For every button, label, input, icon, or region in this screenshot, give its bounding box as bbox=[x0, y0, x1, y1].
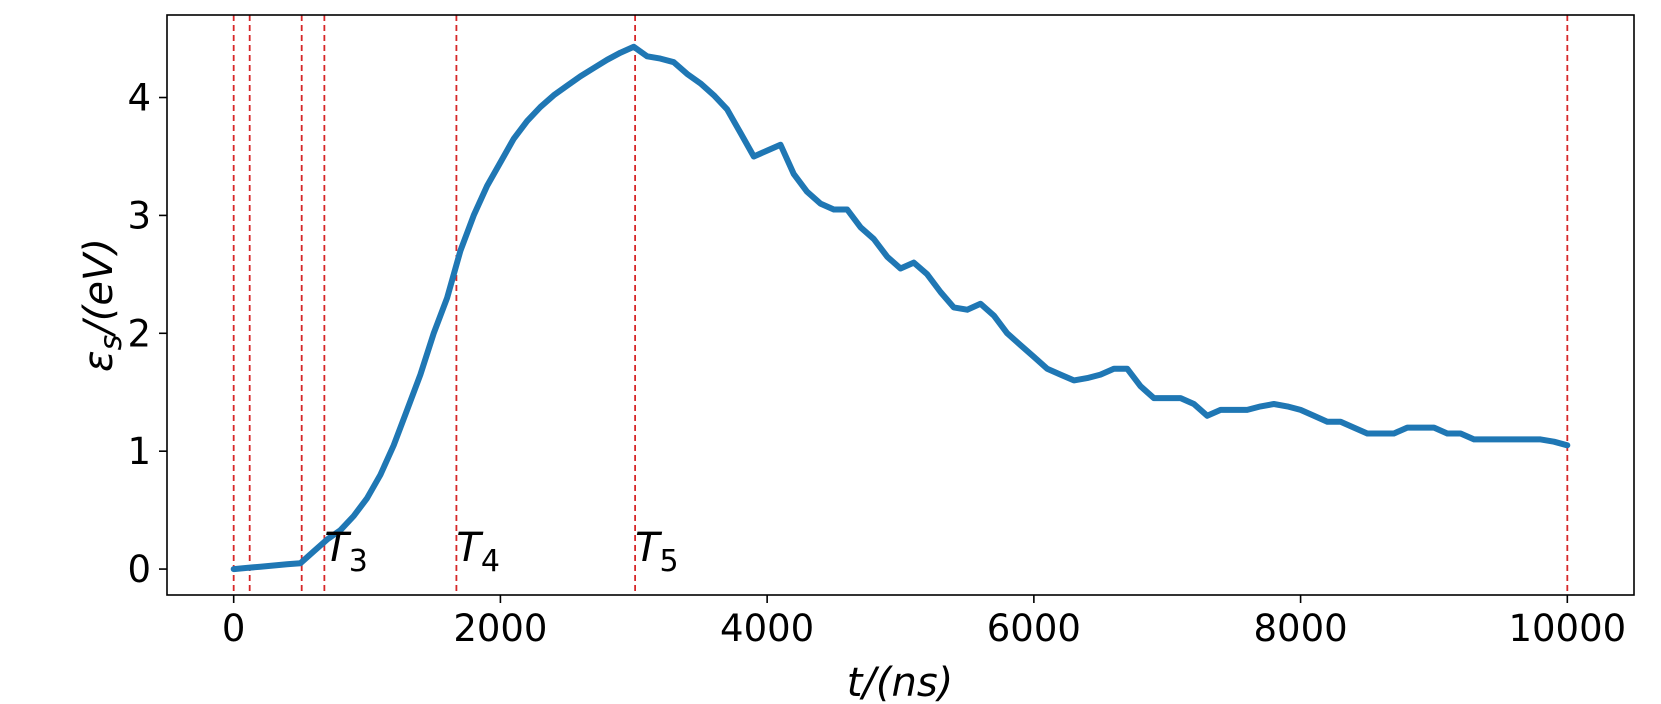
x-axis-title: t/(ns) bbox=[847, 660, 954, 704]
x-axis: 0 2000 4000 6000 8000 10000 bbox=[222, 595, 1626, 650]
annotation-subscript: 5 bbox=[660, 544, 679, 579]
x-tick-label: 0 bbox=[222, 607, 246, 650]
y-axis-title-rest: /(eV) bbox=[76, 238, 122, 338]
annotation-label: T4 bbox=[456, 525, 500, 579]
y-tick-label: 0 bbox=[127, 548, 151, 591]
y-axis-title: εs/(eV) bbox=[76, 238, 129, 372]
y-tick-label: 4 bbox=[127, 77, 151, 120]
series-group bbox=[230, 43, 1571, 573]
annotation-label: T5 bbox=[635, 525, 679, 579]
annotation-subscript: 4 bbox=[481, 544, 500, 579]
x-tick-label: 8000 bbox=[1254, 607, 1348, 650]
x-tick-label: 4000 bbox=[720, 607, 814, 650]
annotation-label: T3 bbox=[324, 525, 368, 579]
series-line bbox=[230, 43, 1571, 573]
y-tick-label: 1 bbox=[127, 430, 151, 473]
annotation-subscript: 3 bbox=[349, 544, 368, 579]
annotations: T3 T4 T5 bbox=[324, 525, 678, 579]
vertical-markers bbox=[232, 15, 1569, 595]
y-axis: 0 1 2 3 4 bbox=[127, 77, 167, 591]
plot-frame bbox=[166, 14, 1635, 596]
x-tick-label: 6000 bbox=[987, 607, 1081, 650]
y-tick-label: 2 bbox=[127, 312, 151, 355]
y-tick-label: 3 bbox=[127, 194, 151, 237]
x-tick-label: 2000 bbox=[453, 607, 547, 650]
x-tick-label: 10000 bbox=[1508, 607, 1626, 650]
y-axis-title-subscript: s bbox=[94, 335, 129, 351]
